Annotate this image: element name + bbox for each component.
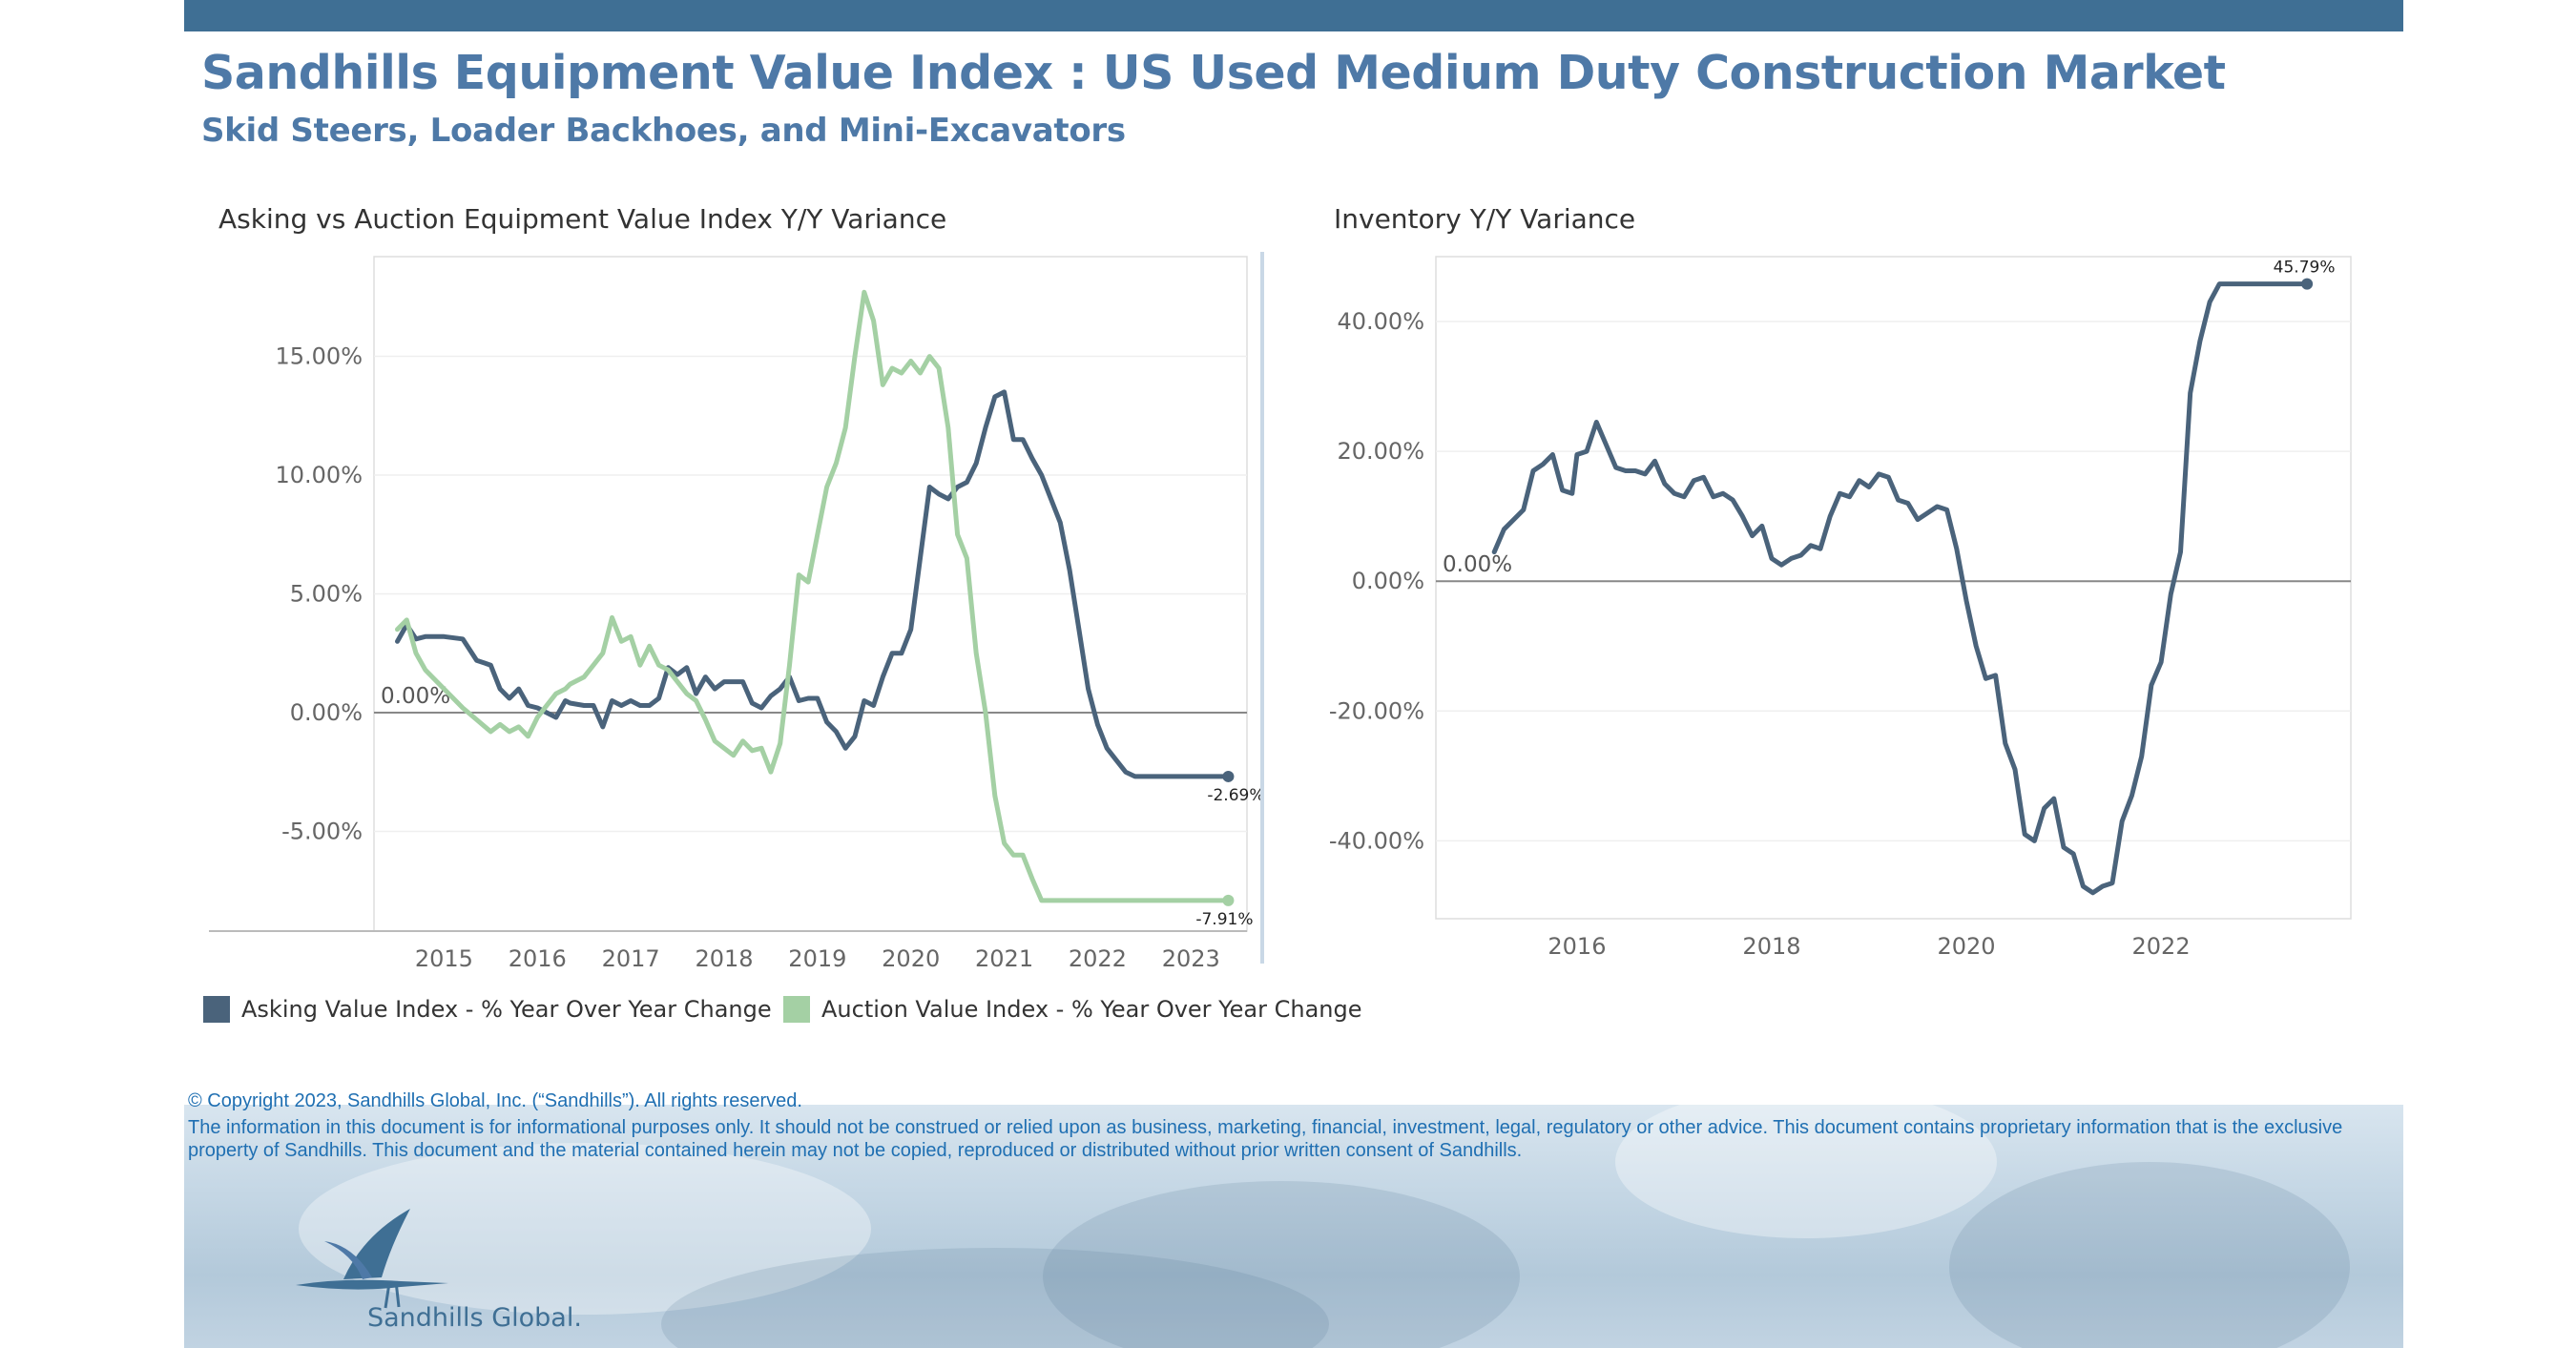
legend-asking: Asking Value Index - % Year Over Year Ch… (203, 996, 772, 1023)
chart-divider (1260, 252, 1264, 964)
series-line-inventory (1491, 281, 2310, 896)
top-accent-bar (184, 0, 2403, 31)
inventory-chart: -40.00% -20.00% 0.00% 20.00% 40.00% 2016 2018 2… (1329, 256, 2352, 960)
footer-background (184, 1105, 2403, 1348)
x-tick-label: 2016 (509, 945, 567, 972)
plot-frame (1435, 256, 2352, 920)
chart-title-value-index: Asking vs Auction Equipment Value Index … (218, 203, 947, 235)
value-index-chart: -5.00% 0.00% 5.00% 10.00% 15.00% 2015 2016 2017… (209, 256, 1264, 972)
end-point-inventory (2301, 278, 2314, 290)
y-tick-label: 10.00% (275, 462, 363, 488)
end-label-auction: -7.91% (1195, 910, 1253, 929)
end-label-inventory: 45.79% (2274, 259, 2336, 278)
zero-label: 0.00% (1443, 552, 1512, 577)
brand-name: Sandhills Global. (367, 1303, 582, 1333)
x-tick-label: 2021 (975, 945, 1033, 972)
end-point-asking (1222, 770, 1235, 782)
x-tick-label: 2020 (882, 945, 940, 972)
x-tick-label: 2023 (1162, 945, 1220, 972)
x-tick-label: 2019 (788, 945, 846, 972)
legend-swatch-asking (203, 996, 230, 1023)
series-line-auction (395, 289, 1231, 903)
x-tick-label: 2018 (695, 945, 753, 972)
legend-label-asking: Asking Value Index - % Year Over Year Ch… (241, 996, 772, 1023)
x-tick-label: 2017 (602, 945, 660, 972)
y-tick-label: 15.00% (275, 343, 363, 370)
page-title: Sandhills Equipment Value Index : US Use… (201, 46, 2226, 100)
page-subtitle: Skid Steers, Loader Backhoes, and Mini-E… (201, 112, 1126, 150)
x-tick-label: 2015 (415, 945, 473, 972)
disclaimer-text: The information in this document is for … (188, 1117, 2343, 1161)
x-tick-label: 2022 (1069, 945, 1127, 972)
heron-logo-icon (296, 1209, 448, 1309)
legend-auction: Auction Value Index - % Year Over Year C… (783, 996, 1362, 1023)
legend-label-auction: Auction Value Index - % Year Over Year C… (821, 996, 1362, 1023)
x-tick-label: 2018 (1742, 933, 1800, 960)
chart-title-inventory: Inventory Y/Y Variance (1334, 203, 1636, 235)
zero-label: 0.00% (381, 684, 450, 709)
y-tick-label: 20.00% (1337, 438, 1424, 465)
y-tick-label: -5.00% (281, 818, 363, 844)
y-tick-label: 40.00% (1337, 308, 1424, 335)
end-label-asking: -2.69% (1207, 786, 1264, 805)
y-tick-label: -20.00% (1329, 697, 1424, 724)
y-tick-label: -40.00% (1329, 827, 1424, 854)
y-tick-label: 0.00% (290, 699, 363, 726)
x-tick-label: 2020 (1937, 933, 1995, 960)
x-tick-label: 2022 (2132, 933, 2191, 960)
legend-swatch-auction (783, 996, 810, 1023)
end-point-auction (1222, 894, 1235, 906)
copyright-text: © Copyright 2023, Sandhills Global, Inc.… (188, 1090, 802, 1111)
y-tick-label: 5.00% (290, 581, 363, 608)
series-line-asking (395, 389, 1231, 779)
x-tick-label: 2016 (1548, 933, 1606, 960)
y-tick-label: 0.00% (1352, 568, 1424, 594)
